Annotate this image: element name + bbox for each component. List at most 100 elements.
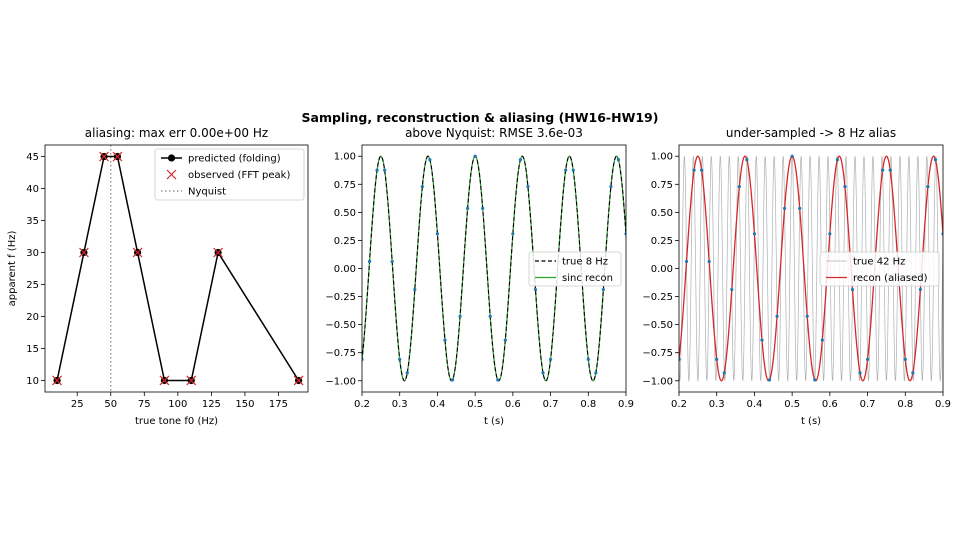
- y-tick-label: 0.00: [651, 264, 673, 275]
- y-tick-label: 30: [26, 248, 39, 259]
- y-tick-label: 0.75: [651, 180, 673, 191]
- chart-panel-2: above Nyquist: RMSE 3.6e-030.2 0.3 0.4 0.5 0…: [325, 126, 634, 427]
- sample-point: [858, 371, 862, 375]
- sample-point: [745, 158, 749, 162]
- sample-point: [820, 338, 824, 342]
- y-tick-label: −1.00: [325, 376, 356, 387]
- chart-title: aliasing: max err 0.00e+00 Hz: [85, 126, 268, 140]
- sample-point: [888, 168, 892, 172]
- y-tick-label: 25: [26, 280, 39, 291]
- sample-point: [790, 154, 794, 158]
- x-tick-label: 0.8: [897, 399, 913, 410]
- x-tick-label: 75: [138, 399, 151, 410]
- x-tick-label: 0.2: [671, 399, 687, 410]
- sample-point: [722, 371, 726, 375]
- sample-point: [609, 185, 613, 189]
- sample-point: [503, 338, 507, 342]
- x-tick-label: 125: [202, 399, 221, 410]
- axes-frame: [44, 144, 309, 393]
- sample-point: [533, 287, 538, 292]
- y-tick-label: −0.25: [642, 292, 673, 303]
- sample-point: [428, 158, 432, 162]
- legend-label: true 42 Hz: [853, 257, 905, 268]
- sample-point: [775, 314, 779, 318]
- sample-point: [435, 232, 440, 236]
- axes-frame: [361, 144, 627, 393]
- legend-marker: [166, 169, 177, 180]
- x-tick-label: 0.7: [860, 399, 876, 410]
- chart-panel-1: aliasing: max err 0.00e+00 Hz 25 50 75 100 12…: [7, 126, 309, 427]
- y-tick-label: −1.00: [642, 376, 673, 387]
- legend: true 8 Hz sinc recon: [528, 251, 622, 287]
- x-tick-label: 0.8: [580, 399, 596, 410]
- y-tick-label: −0.75: [642, 348, 673, 359]
- sample-point: [518, 158, 523, 162]
- x-tick-label: 0.4: [429, 399, 445, 410]
- sample-point: [843, 185, 847, 189]
- legend-marker: [167, 154, 176, 162]
- sample-point: [813, 378, 817, 382]
- y-tick-label: 45: [26, 152, 39, 163]
- y-tick-label: −0.75: [325, 348, 356, 359]
- sample-point: [835, 158, 840, 162]
- observed-point: [213, 247, 224, 258]
- sample-point: [700, 168, 704, 172]
- sample-point: [715, 357, 719, 361]
- legend-label: observed (FFT peak): [188, 170, 290, 181]
- y-tick-label: 15: [26, 344, 39, 355]
- sample-point: [586, 357, 590, 361]
- observed-point: [293, 375, 304, 386]
- sample-point: [450, 378, 455, 382]
- legend: true 42 Hz recon (aliased): [819, 251, 940, 287]
- plot-area: [679, 154, 943, 382]
- legend: predicted (folding) observed (FFT peak) Ny…: [154, 148, 305, 201]
- legend-label: sinc recon: [562, 273, 613, 284]
- x-tick-label: 0.5: [784, 399, 800, 410]
- sample-point: [405, 371, 409, 375]
- sample-point: [616, 158, 621, 162]
- plot-area: [362, 154, 626, 382]
- y-tick-label: 35: [26, 216, 39, 227]
- series-line-true: [362, 155, 626, 382]
- x-tick-label: 0.9: [618, 399, 634, 410]
- observed-point: [99, 151, 109, 162]
- sample-point: [692, 168, 696, 172]
- y-axis-label: apparent f (Hz): [7, 231, 18, 307]
- axes-frame: [678, 144, 944, 393]
- legend-label: predicted (folding): [188, 154, 281, 165]
- sample-point: [828, 232, 832, 236]
- x-tick-label: 100: [168, 399, 187, 410]
- sample-point: [730, 287, 734, 292]
- legend-box: [154, 148, 305, 201]
- x-axis-label: t (s): [484, 416, 504, 427]
- y-tick-label: 20: [26, 312, 39, 323]
- chart-title: above Nyquist: RMSE 3.6e-03: [405, 126, 583, 140]
- sample-point: [367, 259, 372, 264]
- sample-point: [933, 158, 938, 162]
- y-tick-label: 0.25: [651, 236, 673, 247]
- sample-point: [752, 232, 757, 236]
- sample-point: [458, 314, 462, 318]
- legend-box: [819, 251, 940, 287]
- sample-point: [473, 154, 477, 158]
- x-tick-label: 0.3: [709, 399, 725, 410]
- x-tick-label: 0.6: [822, 399, 838, 410]
- y-tick-label: 0.00: [334, 264, 356, 275]
- sample-point: [526, 185, 530, 189]
- chart-title: under-sampled -> 8 Hz alias: [726, 126, 896, 140]
- sample-point: [601, 287, 605, 292]
- x-tick-label: 0.5: [467, 399, 483, 410]
- sample-point: [767, 378, 772, 382]
- sample-point: [541, 371, 545, 375]
- y-tick-label: 1.00: [651, 152, 673, 163]
- x-tick-label: 0.6: [505, 399, 521, 410]
- sample-point: [571, 168, 575, 172]
- series-line-true-42hz: [679, 155, 943, 382]
- sample-point: [548, 357, 553, 361]
- sample-point: [466, 206, 470, 210]
- sample-point: [481, 206, 485, 210]
- x-tick-label: 0.9: [935, 399, 951, 410]
- sample-point: [918, 287, 922, 292]
- x-tick-label: 150: [235, 399, 254, 410]
